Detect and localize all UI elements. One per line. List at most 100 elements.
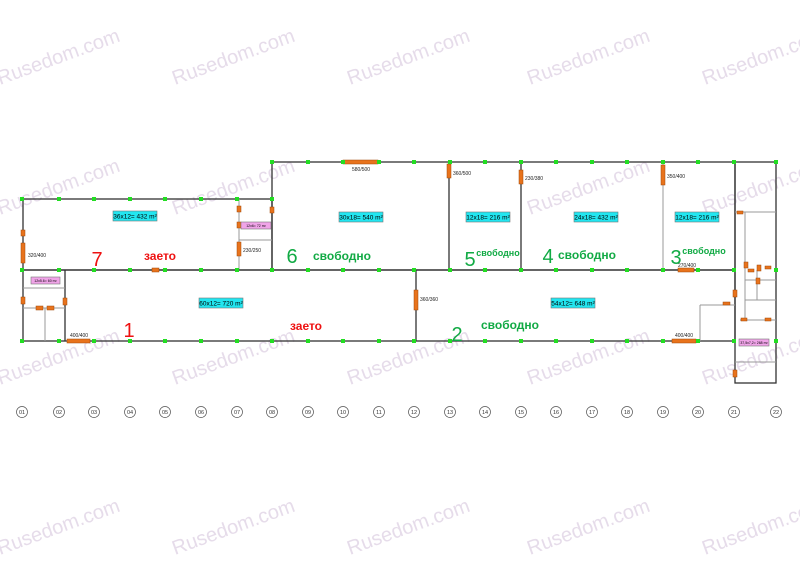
column-marker — [270, 268, 274, 272]
area-label-r2: 54x12= 648 m² — [550, 297, 596, 309]
room-status-5: свободно — [476, 248, 520, 258]
watermark: Rusedom.com — [699, 155, 800, 220]
column-marker — [412, 339, 416, 343]
column-marker — [20, 339, 24, 343]
column-marker — [20, 197, 24, 201]
door-dim: 230/250 — [243, 248, 261, 254]
column-marker — [554, 268, 558, 272]
watermark: Rusedom.com — [699, 25, 800, 90]
axis-label: 20 — [695, 410, 701, 416]
axis-marker — [231, 406, 243, 418]
svg-text:60x12= 720 m²: 60x12= 720 m² — [199, 301, 243, 308]
axis-label: 08 — [269, 410, 275, 416]
axis-label: 07 — [234, 410, 240, 416]
svg-text:36x12= 432 m²: 36x12= 432 m² — [113, 214, 157, 221]
column-marker — [625, 160, 629, 164]
column-marker — [661, 160, 665, 164]
column-marker — [92, 268, 96, 272]
axis-label: 11 — [376, 410, 382, 416]
column-marker — [377, 160, 381, 164]
door-dim: 580/500 — [352, 167, 370, 173]
axis-label: 19 — [660, 410, 666, 416]
axis-label: 21 — [731, 410, 737, 416]
column-marker — [341, 339, 345, 343]
column-marker — [163, 197, 167, 201]
svg-text:37,5x7,2= 268 m²: 37,5x7,2= 268 m² — [740, 341, 768, 345]
room-number-2: 2 — [451, 324, 462, 346]
axis-label: 13 — [447, 410, 453, 416]
axis-label: 02 — [56, 410, 62, 416]
column-marker — [377, 268, 381, 272]
column-marker — [483, 268, 487, 272]
small-area-left: 12x5.6= 60 m² — [30, 276, 61, 285]
column-marker — [92, 197, 96, 201]
axis-marker — [195, 406, 207, 418]
column-marker — [128, 339, 132, 343]
svg-text:12x6= 72 m²: 12x6= 72 m² — [246, 224, 266, 228]
column-marker — [732, 268, 736, 272]
column-marker — [412, 268, 416, 272]
axis-label: 16 — [553, 410, 559, 416]
small-area-mid: 12x6= 72 m² — [240, 221, 272, 230]
axis-marker — [373, 406, 385, 418]
column-marker — [774, 160, 778, 164]
column-marker — [199, 339, 203, 343]
door-dim: 230/380 — [525, 176, 543, 182]
column-marker — [483, 160, 487, 164]
axis-marker — [408, 406, 420, 418]
column-marker — [519, 339, 523, 343]
watermark: Rusedom.com — [524, 155, 653, 220]
column-marker — [625, 339, 629, 343]
column-marker — [199, 197, 203, 201]
column-marker — [732, 160, 736, 164]
svg-text:30x18= 540 m²: 30x18= 540 m² — [339, 215, 383, 222]
watermark: Rusedom.com — [0, 495, 123, 560]
column-markers — [20, 160, 778, 343]
room-status-7: заето — [144, 249, 176, 263]
axis-marker — [479, 406, 491, 418]
axis-marker — [124, 406, 136, 418]
axis-label: 05 — [162, 410, 168, 416]
doors — [20, 159, 772, 378]
area-label-r5: 12x18= 216 m² — [465, 211, 511, 223]
area-label-r1: 60x12= 720 m² — [198, 297, 244, 309]
column-marker — [20, 268, 24, 272]
watermark: Rusedom.com — [0, 325, 123, 390]
axis-label: 22 — [773, 410, 779, 416]
column-marker — [235, 268, 239, 272]
watermark: Rusedom.com — [169, 495, 298, 560]
column-marker — [235, 197, 239, 201]
room-number-5: 5 — [464, 249, 475, 271]
watermark: Rusedom.com — [524, 25, 653, 90]
room-status-4: свободно — [558, 248, 616, 262]
column-marker — [270, 339, 274, 343]
axis-marker — [53, 406, 65, 418]
column-marker — [661, 339, 665, 343]
watermark: Rusedom.com — [0, 155, 123, 220]
column-marker — [519, 160, 523, 164]
axis-label: 06 — [198, 410, 204, 416]
column-marker — [341, 160, 345, 164]
column-marker — [163, 339, 167, 343]
door-dim: 360/360 — [420, 297, 438, 303]
watermark: Rusedom.com — [169, 325, 298, 390]
small-area-right: 37,5x7,2= 268 m² — [738, 338, 770, 347]
column-marker — [377, 339, 381, 343]
axis-label: 17 — [589, 410, 595, 416]
door-dim: 360/500 — [453, 171, 471, 177]
column-marker — [696, 268, 700, 272]
watermark: Rusedom.com — [0, 25, 123, 90]
column-marker — [306, 339, 310, 343]
column-marker — [696, 160, 700, 164]
column-marker — [625, 268, 629, 272]
svg-text:12x5.6= 60 m²: 12x5.6= 60 m² — [34, 279, 57, 283]
axis-marker — [88, 406, 100, 418]
column-marker — [519, 268, 523, 272]
axis-marker — [770, 406, 782, 418]
axis-marker — [621, 406, 633, 418]
door-dim: 320/400 — [28, 253, 46, 259]
axis-marker — [692, 406, 704, 418]
door-dim: 270/400 — [678, 263, 696, 269]
room-status-2: свободно — [481, 318, 539, 332]
axis-marker — [266, 406, 278, 418]
